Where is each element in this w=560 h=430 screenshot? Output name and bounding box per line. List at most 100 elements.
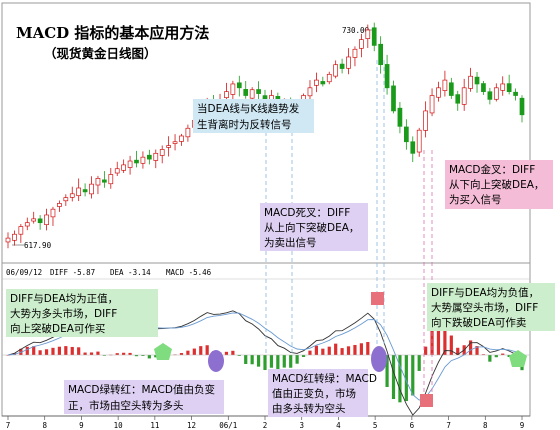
- candle-body: [500, 83, 506, 91]
- macd-histogram-bar: [38, 350, 42, 355]
- macd-histogram-bar: [147, 355, 151, 359]
- candle-body: [256, 89, 261, 94]
- candle-body: [455, 94, 461, 104]
- candle-body: [384, 64, 390, 89]
- candle-body: [12, 233, 17, 241]
- candle-body: [172, 141, 178, 144]
- candle-body: [134, 159, 139, 164]
- candle-body: [371, 27, 377, 46]
- candle-body: [127, 160, 133, 168]
- macd-histogram-bar: [6, 355, 10, 356]
- candle-body: [416, 129, 422, 153]
- annotation-positive: DIFF与DEA均为正值， 大势为多头市场，DIFF 向上突破DEA可作买: [6, 289, 158, 337]
- macd-histogram-bar: [199, 346, 203, 355]
- macd-histogram-bar: [308, 350, 312, 355]
- macd-histogram-bar: [89, 352, 94, 355]
- x-tick-label: 6: [410, 421, 415, 430]
- macd-histogram-bar: [134, 355, 139, 357]
- macd-histogram-bar: [424, 346, 428, 355]
- x-tick-label: 06/1: [219, 421, 237, 430]
- macd-histogram-bar: [51, 347, 55, 355]
- macd-histogram-bar: [186, 350, 190, 355]
- macd-histogram-bar: [391, 355, 396, 400]
- x-tick-label: 9: [520, 421, 525, 430]
- macd-histogram-bar: [224, 351, 229, 355]
- macd-histogram-bar: [449, 335, 453, 355]
- chart-subtitle: （现货黄金日线图）: [44, 46, 157, 61]
- candle-body: [262, 95, 268, 100]
- macd-histogram-bar: [77, 347, 81, 355]
- x-tick-label: 5: [373, 421, 378, 430]
- macd-histogram-bar: [295, 355, 299, 364]
- svg-text:MACD金叉：DIFF: MACD金叉：DIFF: [449, 163, 535, 176]
- candle-body: [487, 91, 493, 100]
- candle-body: [108, 174, 114, 185]
- macd-histogram-bar: [314, 345, 318, 355]
- svg-text:为买入信号: 为买入信号: [449, 194, 502, 206]
- candle-body: [185, 127, 191, 138]
- candle-body: [429, 95, 435, 114]
- macd-histogram-bar: [327, 346, 331, 355]
- candle-body: [147, 154, 152, 160]
- svg-text:DIFF与DEA均为负值，: DIFF与DEA均为负值，: [431, 286, 539, 299]
- macd-histogram-bar: [276, 355, 280, 371]
- macd-histogram-bar: [141, 355, 145, 356]
- candle-body: [69, 193, 75, 198]
- candle-body: [89, 183, 94, 195]
- candle-body: [63, 197, 69, 202]
- svg-text:值由正变负，市场: 值由正变负，市场: [272, 387, 356, 400]
- macd-histogram-bar: [192, 348, 196, 355]
- macd-histogram-bar: [244, 355, 248, 364]
- macd-histogram-bar: [32, 346, 36, 355]
- macd-histogram-bar: [179, 353, 184, 355]
- macd-histogram-bar: [263, 355, 267, 371]
- candle-body: [352, 48, 358, 58]
- red-square-marker-top: [371, 292, 384, 305]
- macd-histogram-bar: [301, 355, 306, 357]
- indicator-macd: MACD -5.46: [166, 268, 212, 277]
- macd-histogram-bar: [102, 355, 106, 356]
- x-tick-label: 9: [79, 421, 84, 430]
- annotation-divergence: 当DEA线与K线趋势发 生背离时为反转信号: [193, 99, 314, 133]
- candle-body: [95, 178, 101, 186]
- macd-histogram-bar: [237, 355, 241, 356]
- peak-price-label: 730.00: [342, 26, 370, 35]
- macd-histogram-bar: [57, 346, 61, 355]
- macd-histogram-bar: [366, 342, 370, 355]
- macd-histogram-bar: [359, 343, 363, 355]
- annotation-negative: DIFF与DEA均为负值， 大势属空头市场，DIFF 向下跌破DEA可作卖: [427, 283, 555, 331]
- macd-histogram-bar: [353, 344, 357, 355]
- x-tick-label: 4: [336, 421, 341, 430]
- macd-histogram-bar: [250, 355, 254, 365]
- red-square-marker-bottom: [420, 394, 433, 407]
- candle-body: [481, 83, 486, 93]
- x-tick-label: 7: [6, 421, 11, 430]
- candle-body: [121, 164, 127, 171]
- annotation-red-to-green: MACD红转绿：MACD 值由正变负，市场 由多头转为空头: [268, 369, 377, 417]
- indicator-dea: DEA -3.14: [110, 268, 151, 277]
- candle-body: [365, 29, 371, 39]
- macd-histogram-bar: [83, 352, 87, 355]
- candle-body: [243, 89, 249, 96]
- macd-histogram-bar: [289, 355, 293, 368]
- candle-body: [391, 85, 396, 112]
- macd-histogram-bar: [321, 348, 325, 355]
- candle-body: [468, 75, 473, 89]
- macd-histogram-bar: [404, 355, 408, 402]
- svg-text:MACD死叉：DIFF: MACD死叉：DIFF: [264, 207, 350, 219]
- candle-body: [339, 63, 345, 69]
- candle-body: [397, 107, 403, 127]
- x-tick-label: 8: [483, 421, 488, 430]
- candle-body: [410, 141, 416, 154]
- x-tick-label: 7: [446, 421, 451, 430]
- svg-text:为卖出信号: 为卖出信号: [264, 236, 317, 249]
- macd-histogram-bar: [475, 346, 479, 355]
- candle-body: [506, 83, 512, 93]
- candle-body: [359, 39, 364, 49]
- purple-ellipse-marker-right: [371, 346, 387, 372]
- svg-text:MACD绿转红：MACD值由负变: MACD绿转红：MACD值由负变: [68, 383, 215, 396]
- macd-histogram-bar: [417, 355, 421, 371]
- candle-body: [153, 152, 159, 161]
- macd-histogram-bar: [70, 346, 74, 355]
- candle-body: [249, 89, 255, 99]
